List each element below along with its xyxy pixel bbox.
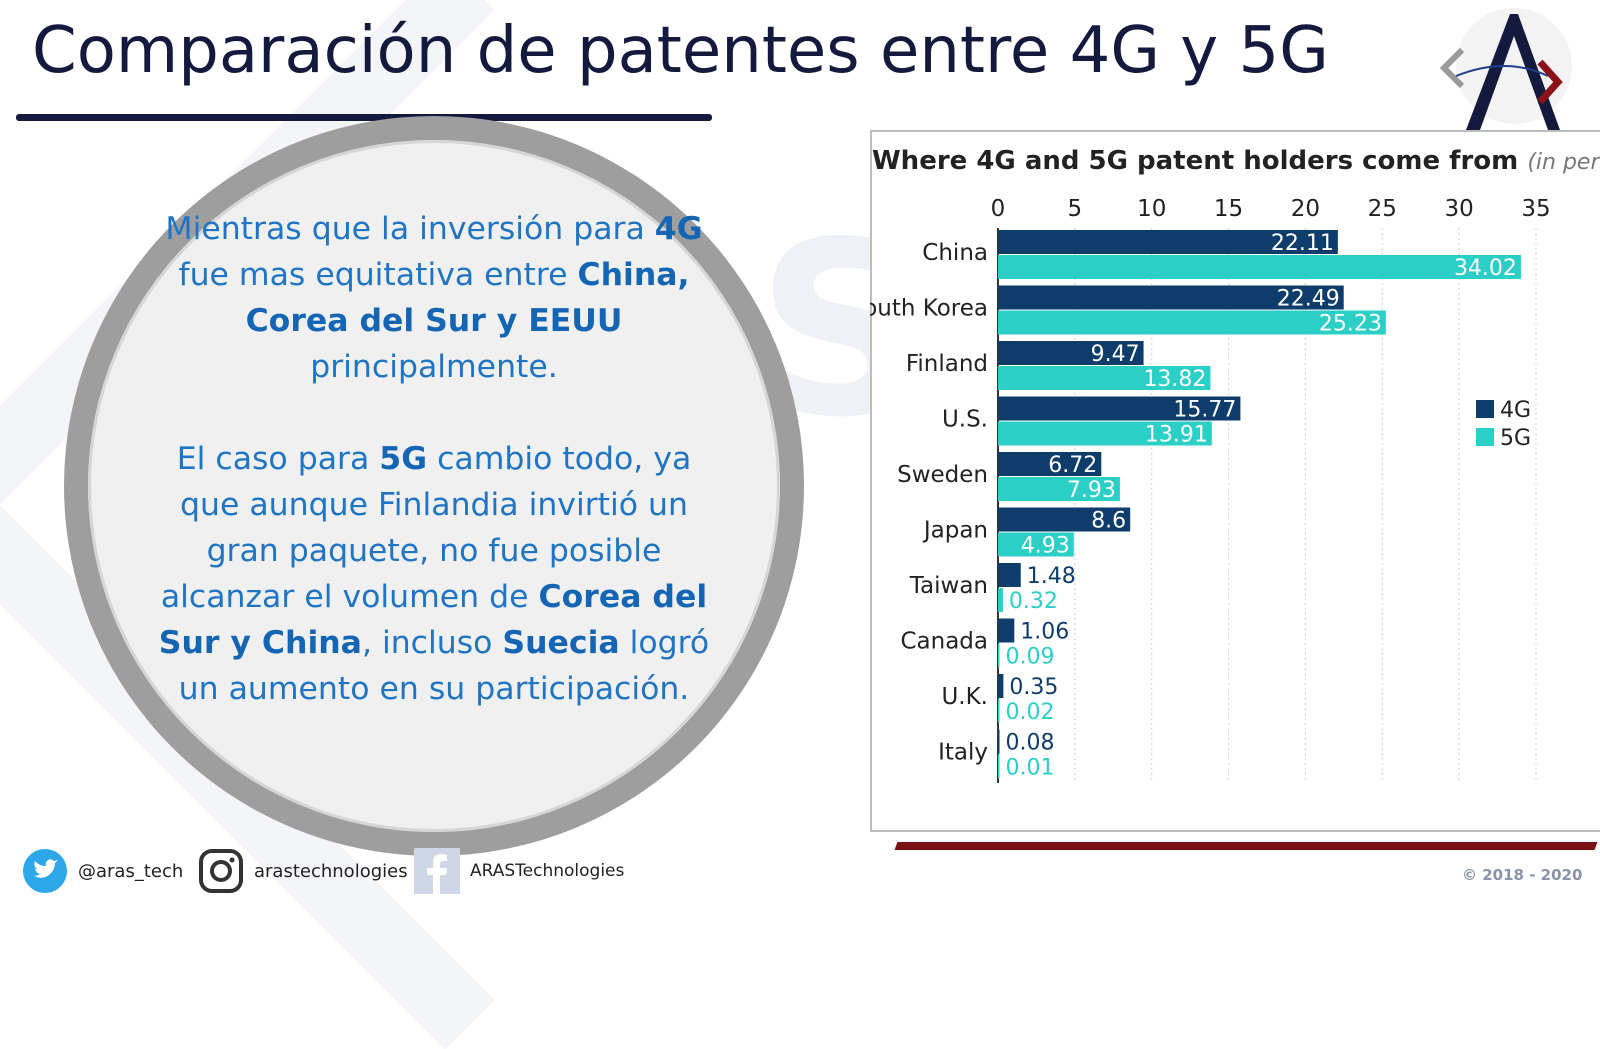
body-text: cambio todo, ya que aunque Finlandia inv… <box>160 441 692 615</box>
legend-swatch-5g <box>1476 428 1494 446</box>
body-text: El caso para <box>176 441 380 477</box>
facebook-link[interactable]: ARASTechnologies <box>414 848 624 894</box>
legend-label: 4G <box>1500 398 1531 423</box>
bar-value-label: 0.32 <box>1009 589 1058 614</box>
x-tick-label: 35 <box>1521 196 1550 222</box>
facebook-icon <box>414 848 460 894</box>
body-text: principalmente. <box>310 349 558 385</box>
legend-label: 5G <box>1500 426 1531 451</box>
bar-5g <box>998 255 1521 279</box>
x-tick-label: 25 <box>1368 196 1397 222</box>
bar-4g <box>998 285 1344 310</box>
chart-subtitle: (in percent) <box>1527 150 1600 175</box>
highlight-text: Suecia <box>502 625 620 661</box>
chart-title: Where 4G and 5G patent holders come from… <box>872 146 1600 176</box>
bar-5g <box>998 588 1003 612</box>
bar-value-label: 0.08 <box>1006 731 1055 756</box>
twitter-handle: @aras_tech <box>78 860 184 882</box>
title-underline <box>16 114 712 121</box>
bar-4g <box>998 452 1102 476</box>
bar-value-label: 0.01 <box>1006 756 1055 781</box>
circle-text: Mientras que la inversión para 4G fue ma… <box>150 206 718 712</box>
category-label: Sweden <box>897 462 988 488</box>
highlight-text: Corea del Sur y China <box>158 579 708 661</box>
bar-4g <box>998 507 1131 532</box>
bar-value-label: 4.93 <box>1021 534 1070 559</box>
category-label: Italy <box>938 740 988 766</box>
aras-logo-icon <box>1439 8 1572 130</box>
category-label: Canada <box>900 629 988 655</box>
highlight-text: 5G <box>379 441 428 477</box>
bar-value-label: 0.02 <box>1006 700 1055 725</box>
category-label: Japan <box>922 518 988 544</box>
bar-value-label: 9.47 <box>1091 342 1140 367</box>
body-text: , incluso <box>361 625 503 661</box>
x-tick-label: 10 <box>1137 196 1166 222</box>
bar-4g <box>998 563 1021 587</box>
bar-4g <box>998 618 1015 643</box>
x-tick-label: 20 <box>1291 196 1320 222</box>
bar-5g <box>998 699 1000 723</box>
bar-4g <box>998 341 1144 365</box>
bar-5g <box>998 310 1386 335</box>
body-text: logró un aumento en su participación. <box>178 625 710 707</box>
x-tick-label: 30 <box>1445 196 1474 222</box>
facebook-handle: ARASTechnologies <box>470 861 625 881</box>
slide-title: Comparación de patentes entre 4G y 5G <box>32 14 1329 88</box>
bar-4g <box>998 396 1241 421</box>
bar-value-label: 25.23 <box>1319 312 1382 337</box>
category-label: Finland <box>906 351 988 377</box>
bar-5g <box>998 643 1000 668</box>
bar-5g <box>998 477 1120 501</box>
bar-value-label: 15.77 <box>1173 398 1236 423</box>
paragraph-4g: Mientras que la inversión para 4G fue ma… <box>150 206 718 390</box>
body-text: Mientras que la inversión para <box>165 211 655 247</box>
text-circle <box>88 140 780 832</box>
copyright-text: © 2018 - 2020 <box>1462 866 1583 884</box>
bar-5g <box>998 421 1212 446</box>
twitter-icon <box>22 848 68 894</box>
highlight-text: 4G <box>654 211 703 247</box>
x-tick-label: 0 <box>991 196 1006 222</box>
instagram-icon <box>198 848 244 894</box>
bar-5g <box>998 532 1074 557</box>
bar-value-label: 1.48 <box>1027 564 1076 589</box>
x-tick-label: 15 <box>1214 196 1243 222</box>
bar-value-label: 0.09 <box>1006 645 1055 670</box>
highlight-text: China, Corea del Sur y EEUU <box>245 257 690 339</box>
bar-value-label: 13.82 <box>1143 367 1206 392</box>
bar-value-label: 6.72 <box>1048 453 1097 478</box>
chart-title-text: Where 4G and 5G patent holders come from <box>872 146 1519 176</box>
twitter-link[interactable]: @aras_tech <box>22 848 183 894</box>
bar-value-label: 0.35 <box>1009 675 1058 700</box>
category-label: South Korea <box>870 296 988 322</box>
bar-4g <box>998 674 1004 698</box>
bar-chart: 0 5 10 15 20 25 30 35 China 22.11 34.02 South Korea… <box>870 196 1551 783</box>
bar-value-label: 7.93 <box>1067 478 1116 503</box>
bar-4g <box>998 729 1000 754</box>
category-label: U.S. <box>942 407 988 433</box>
bar-value-label: 1.06 <box>1020 620 1069 645</box>
bar-value-label: 34.02 <box>1454 256 1517 281</box>
bar-4g <box>998 230 1338 254</box>
category-label: China <box>922 240 988 266</box>
bar-value-label: 13.91 <box>1145 423 1208 448</box>
bar-value-label: 22.11 <box>1271 231 1334 256</box>
bar-value-label: 22.49 <box>1277 287 1340 312</box>
instagram-link[interactable]: arastechnologies <box>198 848 408 894</box>
bar-5g <box>998 754 1000 779</box>
bottom-accent-bar <box>894 842 1598 850</box>
x-tick-label: 5 <box>1068 196 1083 222</box>
category-label: Taiwan <box>909 573 988 599</box>
instagram-handle: arastechnologies <box>254 860 408 882</box>
paragraph-5g: El caso para 5G cambio todo, ya que aunq… <box>150 436 718 712</box>
bar-value-label: 8.6 <box>1091 509 1126 534</box>
category-label: U.K. <box>941 684 988 710</box>
bar-5g <box>998 366 1211 390</box>
body-text: fue mas equitativa entre <box>178 257 578 293</box>
legend-swatch-4g <box>1476 400 1494 418</box>
